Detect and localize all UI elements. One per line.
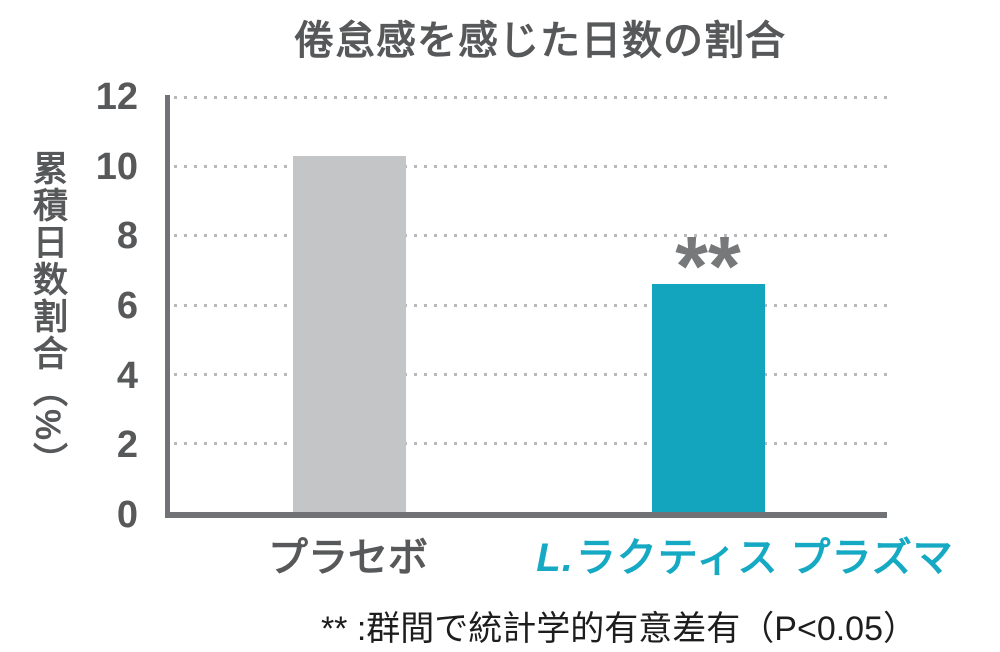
x-axis-line bbox=[165, 512, 887, 518]
ytick-6: 6 bbox=[116, 285, 138, 327]
bar-lactis-plasma bbox=[652, 283, 765, 512]
gridline-4 bbox=[174, 372, 887, 376]
gridline-8 bbox=[174, 234, 887, 238]
footnote-significance-note: ** :群間で統計学的有意差有（P<0.05） bbox=[320, 610, 917, 648]
ytick-10: 10 bbox=[95, 145, 138, 188]
ytick-0: 0 bbox=[116, 494, 138, 536]
y-axis-label: 累積日数割合（%） bbox=[28, 150, 67, 480]
gridline-12 bbox=[174, 96, 887, 99]
ytick-2: 2 bbox=[116, 424, 138, 467]
bar-placebo bbox=[293, 155, 406, 512]
gridline-6 bbox=[174, 303, 887, 307]
lactis-label-rest: ラクティス プラズマ bbox=[575, 536, 954, 580]
gridline-2 bbox=[174, 441, 887, 445]
ytick-8: 8 bbox=[116, 215, 138, 258]
gridline-10 bbox=[174, 165, 887, 169]
y-axis-tick-labels: 0 2 4 6 8 10 12 bbox=[50, 78, 138, 534]
lactis-label-prefix: L. bbox=[536, 536, 574, 580]
x-label-placebo: プラセボ bbox=[268, 536, 428, 580]
y-axis-line bbox=[165, 95, 170, 518]
x-label-lactis-plasma: L.ラクティス プラズマ bbox=[496, 534, 994, 582]
chart-title: 倦怠感を感じた日数の割合 bbox=[294, 19, 786, 63]
ytick-4: 4 bbox=[116, 354, 138, 397]
ytick-12: 12 bbox=[95, 76, 138, 118]
plot-area bbox=[170, 96, 887, 512]
significance-asterisks: ** bbox=[675, 219, 741, 313]
